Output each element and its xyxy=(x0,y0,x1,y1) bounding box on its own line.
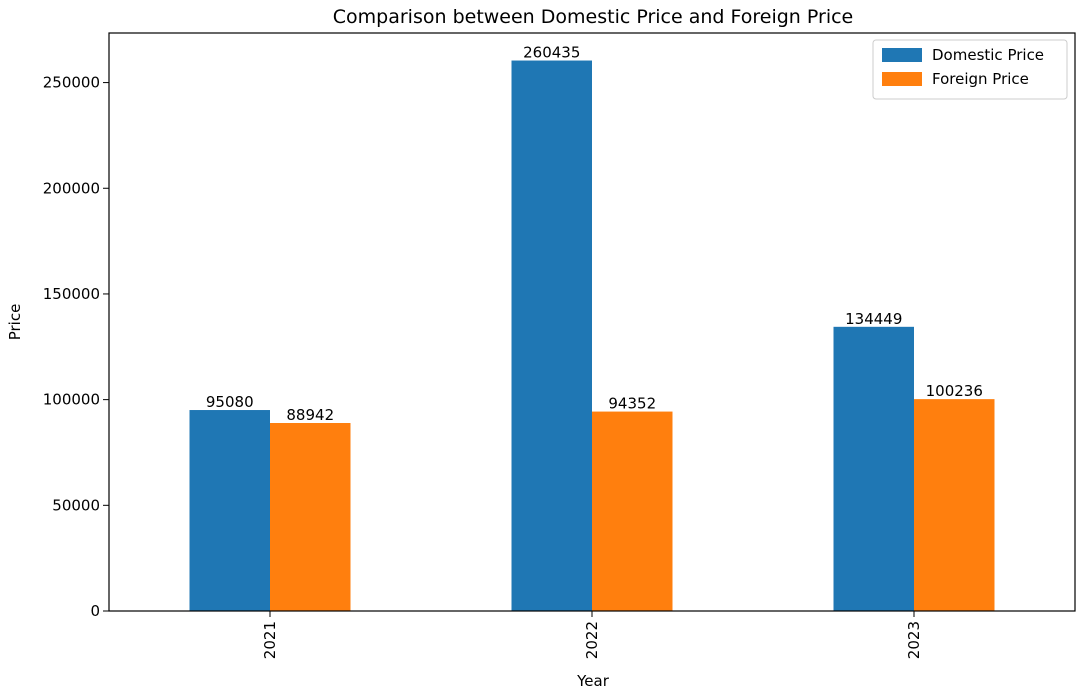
legend-label: Foreign Price xyxy=(932,70,1029,88)
data-label: 134449 xyxy=(845,310,902,328)
legend-label: Domestic Price xyxy=(932,46,1044,64)
y-tick-label: 200000 xyxy=(43,179,100,197)
x-tick-label: 2022 xyxy=(583,621,601,659)
bar xyxy=(592,411,673,611)
legend: Domestic Price Foreign Price xyxy=(872,39,1068,100)
bar xyxy=(511,60,592,612)
bar xyxy=(189,410,270,611)
legend-swatch xyxy=(882,48,922,62)
data-label: 100236 xyxy=(926,382,983,400)
x-axis: 2021 2022 2023 xyxy=(261,611,923,659)
y-axis: 0 50000 100000 150000 200000 250000 xyxy=(43,74,109,620)
bar xyxy=(833,326,914,611)
bar xyxy=(270,423,351,611)
x-tick-label: 2023 xyxy=(905,621,923,659)
data-label: 95080 xyxy=(206,393,254,411)
y-tick-label: 100000 xyxy=(43,391,100,409)
y-tick-label: 150000 xyxy=(43,285,100,303)
plot-area: 95080 88942 260435 94352 134449 100236 xyxy=(189,44,995,612)
legend-swatch xyxy=(882,72,922,86)
y-axis-label: Price xyxy=(6,304,24,341)
x-axis-label: Year xyxy=(576,672,610,690)
y-tick-label: 50000 xyxy=(52,496,100,514)
data-label: 94352 xyxy=(608,395,656,413)
chart-title: Comparison between Domestic Price and Fo… xyxy=(333,6,853,28)
x-tick-label: 2021 xyxy=(261,621,279,659)
y-tick-label: 250000 xyxy=(43,74,100,92)
data-label: 260435 xyxy=(523,44,580,62)
bar xyxy=(914,399,995,611)
data-label: 88942 xyxy=(286,406,334,424)
y-tick-label: 0 xyxy=(90,602,100,620)
